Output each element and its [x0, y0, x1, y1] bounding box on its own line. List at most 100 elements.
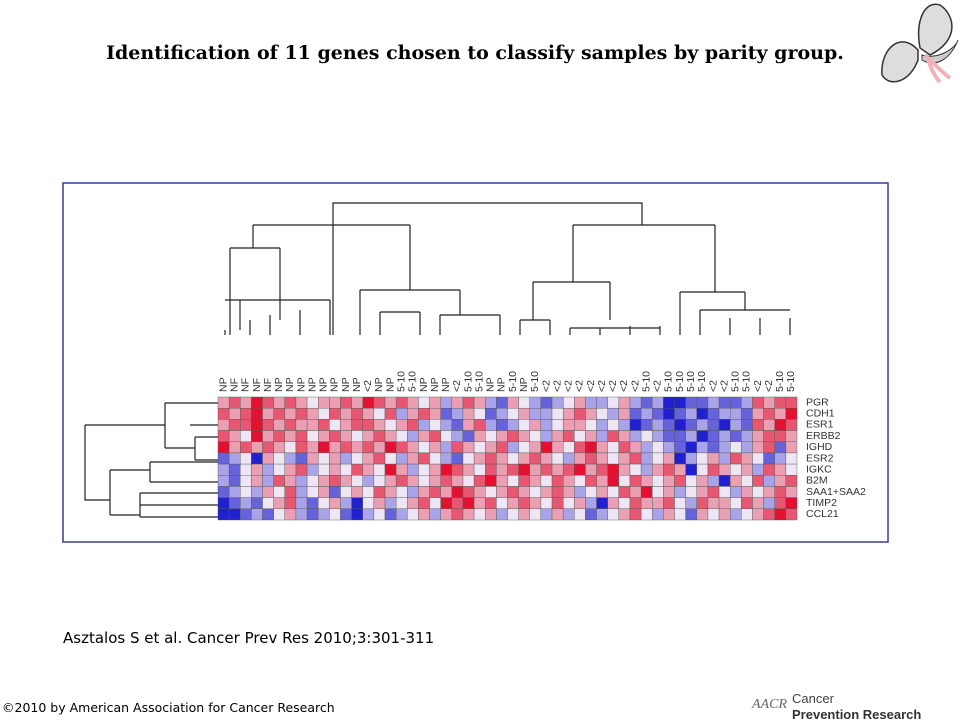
heatmap-cell: [585, 407, 597, 420]
column-label: 5-10: [507, 371, 519, 392]
heatmap-cell: [217, 486, 230, 498]
heatmap-cell: [596, 407, 608, 420]
heatmap-cell: [507, 407, 519, 420]
heatmap-cell: [473, 396, 486, 409]
heatmap-cell: [729, 486, 742, 498]
heatmap-cell: [462, 486, 475, 498]
heatmap-cell: [485, 396, 497, 409]
heatmap-cell: [640, 497, 653, 510]
heatmap-cell: [540, 452, 553, 465]
heatmap-cell: [262, 419, 274, 431]
heatmap-cell: [763, 452, 775, 465]
journal-logo: AACR Cancer Prevention Research: [751, 691, 921, 722]
heatmap-cell: [284, 441, 297, 454]
heatmap-cell: [440, 508, 453, 521]
heatmap-cell: [729, 419, 742, 431]
heatmap-cell: [240, 463, 252, 476]
heatmap-cell: [407, 463, 419, 476]
heatmap-cell: [418, 486, 430, 498]
heatmap-cell: [273, 452, 286, 465]
heatmap-cell: [395, 452, 408, 465]
heatmap-cell: [729, 441, 742, 454]
heatmap-cell: [529, 430, 542, 442]
heatmap-cell: [652, 497, 664, 510]
heatmap-cell: [306, 396, 319, 409]
heatmap-cell: [518, 430, 530, 442]
heatmap-cell: [663, 486, 675, 498]
heatmap-cell: [707, 475, 720, 487]
heatmap-cell: [763, 497, 775, 510]
heatmap-cell: [741, 486, 753, 498]
heatmap-cell: [340, 486, 352, 498]
heatmap-cell: [752, 430, 764, 442]
heatmap-cell: [306, 452, 319, 465]
column-label: <2: [362, 380, 374, 392]
heatmap-cell: [518, 463, 530, 476]
heatmap-cell: [373, 508, 386, 521]
heatmap-cell: [429, 475, 441, 487]
heatmap-cell: [529, 452, 542, 465]
heatmap-cell: [785, 497, 798, 510]
heatmap-cell: [529, 419, 542, 431]
column-dendrogram: [224, 202, 791, 335]
heatmap-cell: [351, 452, 363, 465]
heatmap-cell: [473, 407, 486, 420]
heatmap-cell: [574, 452, 586, 465]
heatmap-cell: [696, 463, 709, 476]
heatmap-cell: [707, 407, 720, 420]
heatmap-cell: [373, 452, 386, 465]
heatmap-cell: [418, 419, 430, 431]
heatmap-cell: [451, 407, 464, 420]
row-label: IGHD: [806, 441, 833, 453]
heatmap-cell: [240, 419, 252, 431]
heatmap-cell: [306, 441, 319, 454]
heatmap-cell: [696, 407, 709, 420]
heatmap-cell: [785, 419, 798, 431]
heatmap-cell: [785, 441, 798, 454]
heatmap-cell: [228, 430, 241, 442]
heatmap-cell: [373, 407, 386, 420]
heatmap-cell: [607, 497, 620, 510]
row-label: B2M: [806, 475, 828, 487]
heatmap-cell: [551, 407, 564, 420]
column-label: NP: [295, 377, 307, 392]
heatmap-cell: [763, 475, 775, 487]
copyright: ©2010 by American Association for Cancer…: [2, 700, 335, 715]
heatmap-cell: [251, 497, 263, 510]
slide-title: Identification of 11 genes chosen to cla…: [106, 42, 844, 64]
butterfly-logo: [881, 3, 959, 84]
heatmap-cell: [774, 486, 787, 498]
heatmap-cell: [585, 508, 597, 521]
heatmap-cell: [440, 486, 453, 498]
heatmap-cell: [585, 419, 597, 431]
heatmap-cell: [284, 475, 297, 487]
heatmap-cell: [395, 430, 408, 442]
heatmap-cell: [540, 396, 553, 409]
heatmap-cell: [685, 463, 697, 476]
heatmap-cell: [429, 452, 441, 465]
heatmap-cell: [562, 508, 575, 521]
heatmap-cell: [663, 396, 675, 409]
heatmap-cell: [640, 508, 653, 521]
heatmap-cell: [618, 497, 631, 510]
row-label: SAA1+SAA2: [806, 486, 866, 498]
heatmap-cell: [629, 452, 642, 465]
heatmap-cell: [496, 441, 508, 454]
column-label: <2: [629, 380, 641, 392]
heatmap-cell: [384, 419, 397, 431]
column-label: 5-10: [407, 371, 419, 392]
heatmap-cell: [429, 497, 441, 510]
heatmap-cell: [729, 497, 742, 510]
heatmap-cell: [607, 430, 620, 442]
heatmap-cell: [384, 396, 397, 409]
heatmap-cell: [540, 508, 553, 521]
column-label: 5-10: [529, 371, 541, 392]
heatmap-cell: [306, 486, 319, 498]
heatmap-cell: [462, 430, 475, 442]
heatmap-cell: [529, 497, 542, 510]
heatmap-cell: [596, 497, 608, 510]
heatmap-cell: [240, 475, 252, 487]
heatmap-cell: [629, 497, 642, 510]
heatmap-cell: [741, 419, 753, 431]
heatmap-cell: [618, 441, 631, 454]
